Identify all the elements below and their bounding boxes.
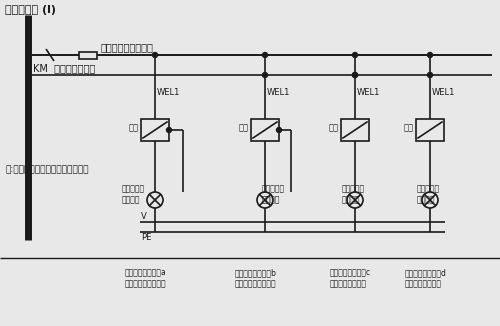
Bar — [251, 119, 279, 141]
Text: 应急强启接线方式b
充电线直接进开关盒: 应急强启接线方式b 充电线直接进开关盒 — [235, 268, 277, 288]
Text: 自带蓄电池
照明灯具: 自带蓄电池 照明灯具 — [122, 184, 145, 204]
Text: 接线端子排 (l): 接线端子排 (l) — [5, 5, 56, 15]
Bar — [79, 52, 97, 58]
Text: 开关: 开关 — [129, 124, 139, 132]
Text: 应急强启接线方式d
通过双控开关控制: 应急强启接线方式d 通过双控开关控制 — [405, 268, 447, 288]
Circle shape — [262, 72, 268, 78]
Text: WEL1: WEL1 — [357, 88, 380, 97]
Text: 应急强启接线方式a
充电线直接进灯头盒: 应急强启接线方式a 充电线直接进灯头盒 — [125, 268, 167, 288]
Text: 开关: 开关 — [404, 124, 414, 132]
Text: WEL1: WEL1 — [157, 88, 180, 97]
Text: WEL1: WEL1 — [432, 88, 456, 97]
Circle shape — [166, 127, 172, 132]
Circle shape — [276, 127, 281, 132]
Bar — [341, 119, 369, 141]
Circle shape — [352, 72, 358, 78]
Text: WEL1: WEL1 — [267, 88, 290, 97]
Text: PE: PE — [141, 233, 152, 242]
Circle shape — [152, 52, 158, 57]
Text: KM  火灾应急强启线: KM 火灾应急强启线 — [33, 63, 95, 73]
Text: V: V — [141, 212, 147, 221]
Bar — [141, 119, 169, 141]
Text: 开关: 开关 — [239, 124, 249, 132]
Text: 应急强启接线方式c
通过双控开关控制: 应急强启接线方式c 通过双控开关控制 — [330, 268, 371, 288]
Text: 正常照明线兼充电线: 正常照明线兼充电线 — [101, 42, 154, 52]
Text: 开关: 开关 — [329, 124, 339, 132]
Circle shape — [428, 72, 432, 78]
Text: 不带蓄电池
照明灯具: 不带蓄电池 照明灯具 — [342, 184, 365, 204]
Bar — [416, 119, 444, 141]
Circle shape — [352, 72, 358, 78]
Text: 自带蓄电池
照明灯具: 自带蓄电池 照明灯具 — [417, 184, 440, 204]
Circle shape — [428, 52, 432, 57]
Text: 自带蓄电池
照明灯具: 自带蓄电池 照明灯具 — [262, 184, 285, 204]
Circle shape — [352, 52, 358, 57]
Text: 注:充电线断电后用蓄电池自动点亮: 注:充电线断电后用蓄电池自动点亮 — [5, 165, 88, 174]
Circle shape — [262, 52, 268, 57]
